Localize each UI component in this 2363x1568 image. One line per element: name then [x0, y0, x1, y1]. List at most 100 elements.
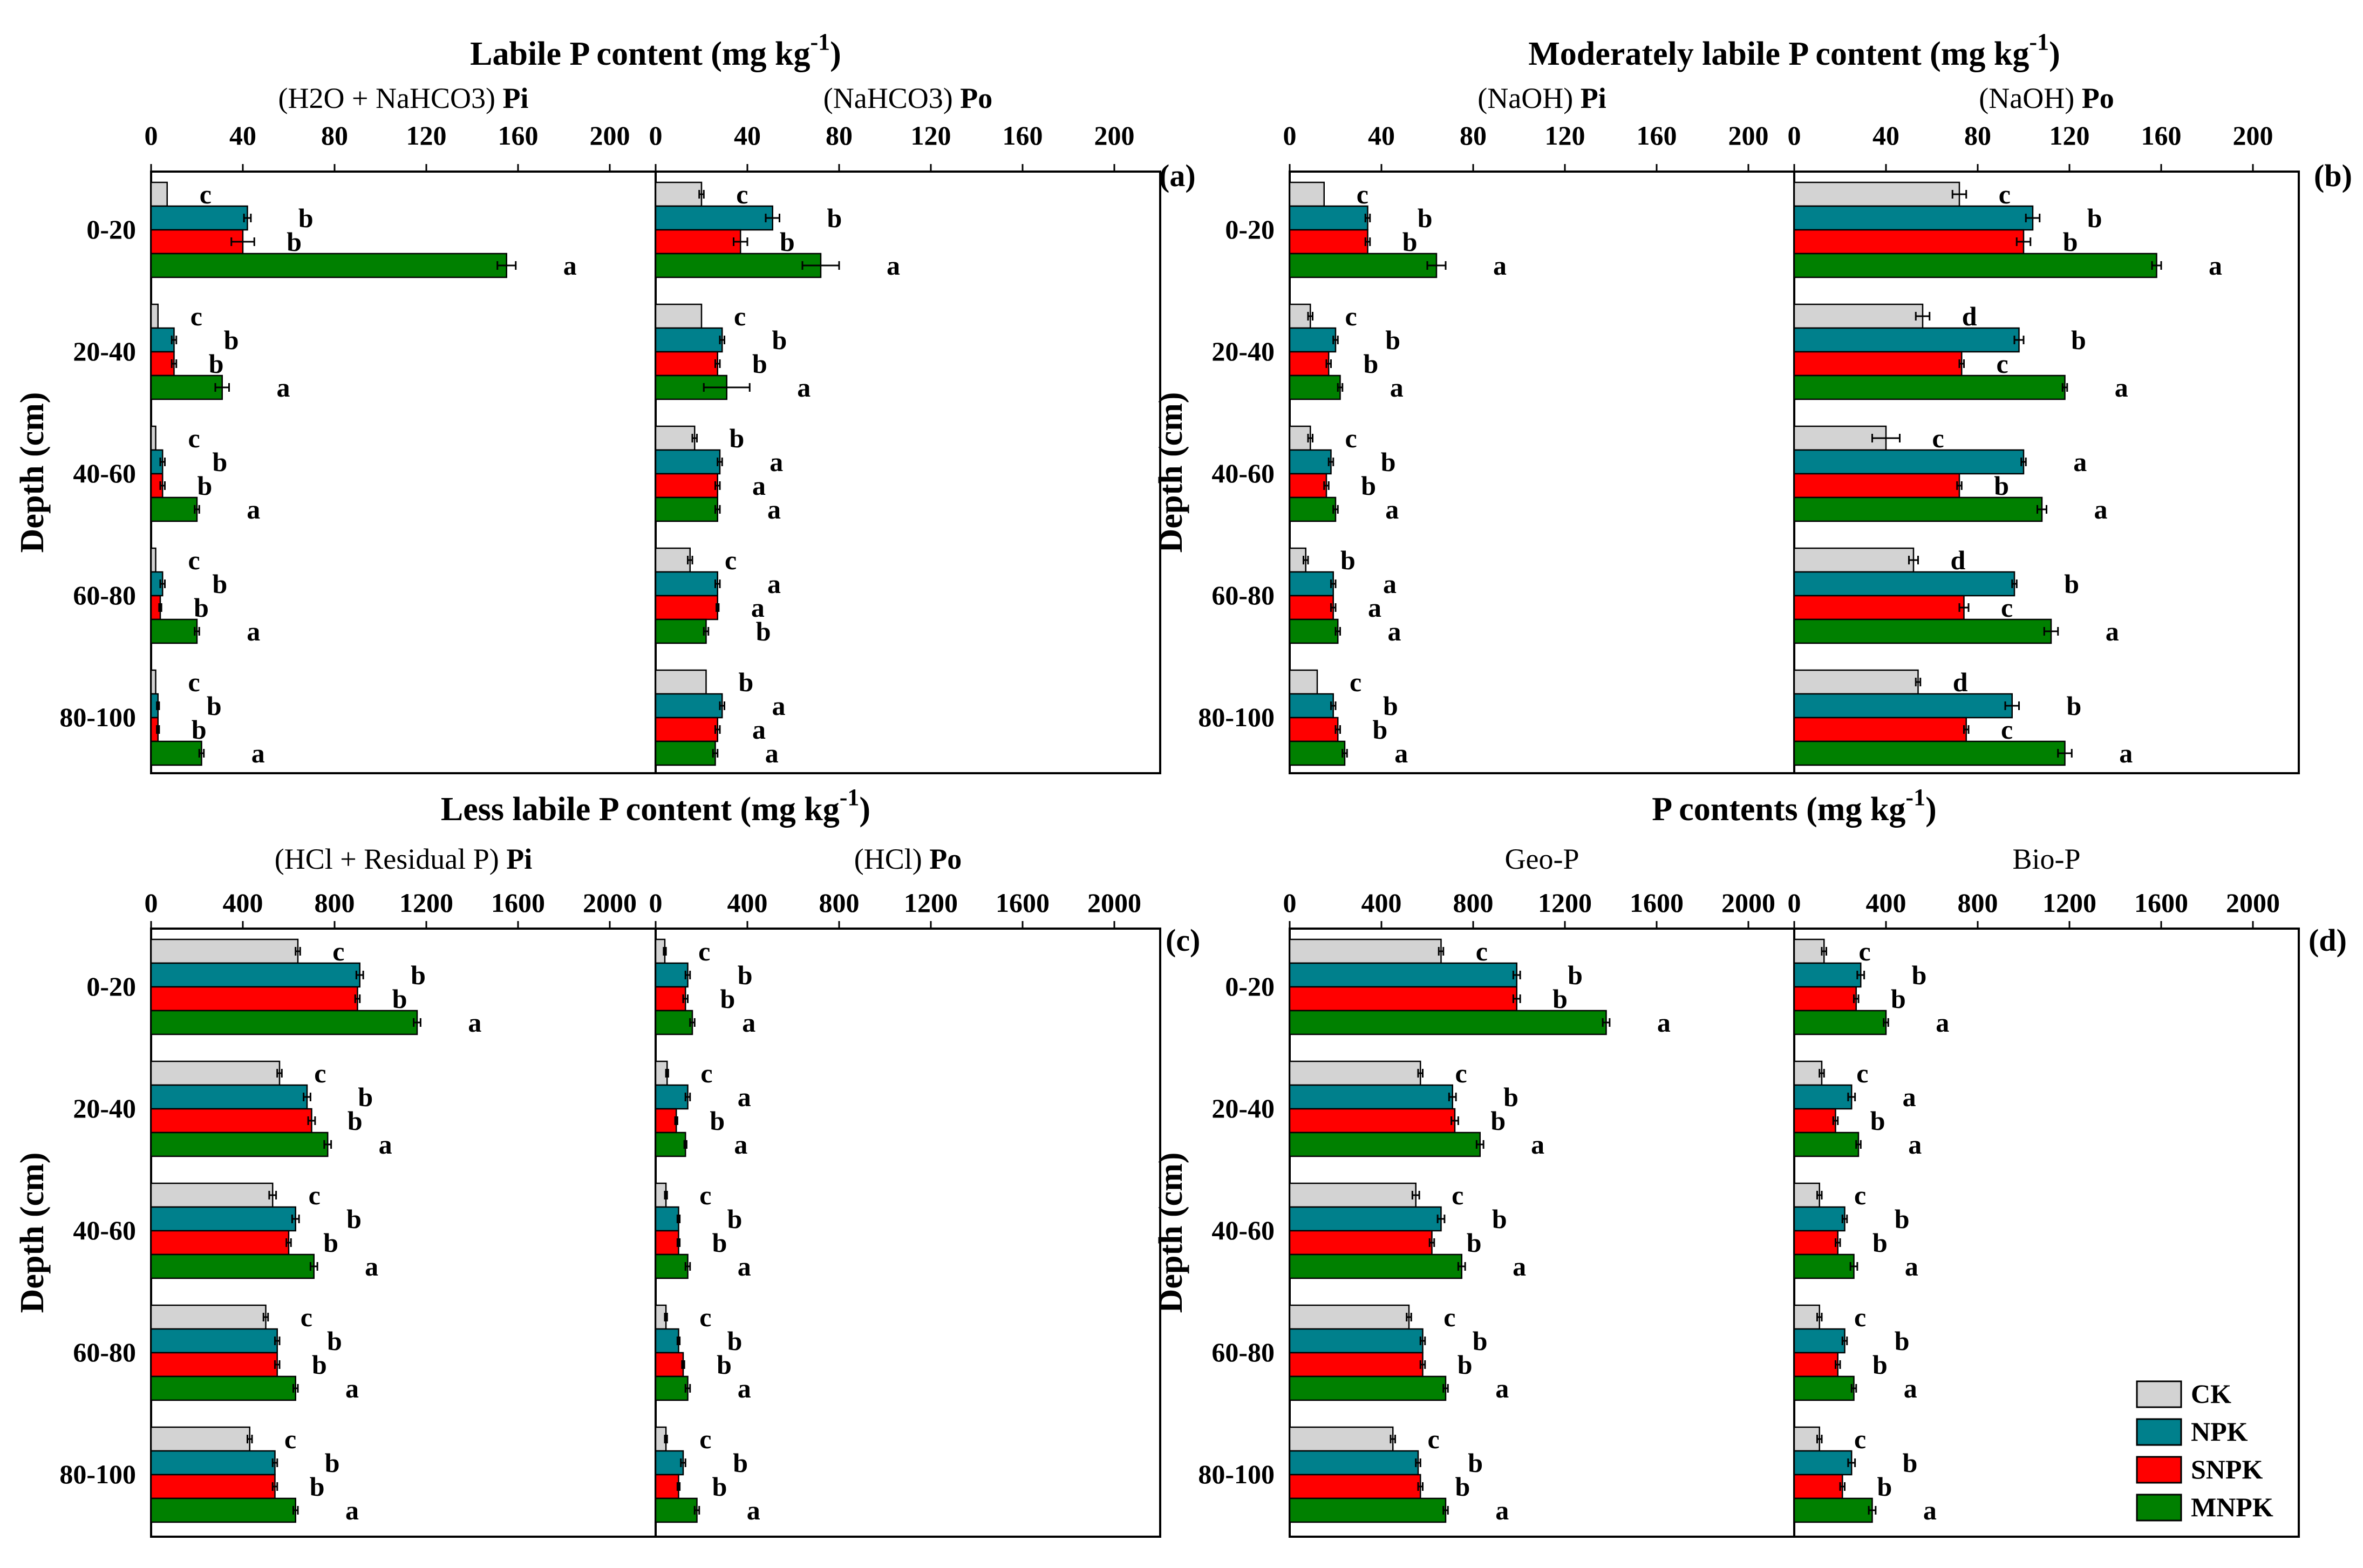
- significance-letter: b: [1568, 960, 1583, 990]
- bar-snpk: [655, 229, 741, 255]
- bar-snpk: [655, 717, 718, 742]
- significance-letter: a: [738, 1082, 751, 1112]
- bar-snpk: [1289, 1108, 1456, 1134]
- panel-label: (d): [2308, 923, 2347, 958]
- significance-letter: a: [2119, 738, 2133, 768]
- significance-letter: b: [1473, 1326, 1488, 1356]
- significance-letter: b: [392, 984, 407, 1014]
- depth-label: 60-80: [1211, 580, 1275, 610]
- significance-letter: b: [1895, 1326, 1910, 1356]
- bar-npk: [655, 205, 773, 231]
- x-tick-label: 120: [911, 120, 951, 151]
- significance-letter: a: [1388, 616, 1401, 646]
- significance-letter: b: [1468, 1448, 1483, 1478]
- bar-snpk: [1289, 351, 1330, 377]
- significance-letter: c: [1999, 179, 2011, 209]
- x-tick-label: 40: [1872, 120, 1899, 151]
- bar-npk: [1793, 962, 1862, 988]
- bar-ck: [1793, 1182, 1820, 1208]
- bar-ck: [1793, 938, 1825, 964]
- bar-snpk: [1793, 229, 2025, 255]
- depth-label: 40-60: [73, 458, 136, 488]
- legend-swatch-ck: [2136, 1380, 2182, 1408]
- bar-mnpk: [150, 740, 202, 766]
- significance-letter: a: [247, 616, 260, 646]
- bar-snpk: [655, 1108, 677, 1134]
- x-tick-label: 1600: [996, 888, 1050, 918]
- significance-letter: c: [1932, 423, 1944, 453]
- significance-letter: a: [1385, 494, 1399, 524]
- significance-letter: d: [1953, 667, 1968, 697]
- bar-snpk: [1793, 1108, 1836, 1134]
- x-tick-label: 2000: [2226, 888, 2280, 918]
- significance-letter: b: [752, 349, 767, 379]
- x-tick-label: 2000: [1087, 888, 1141, 918]
- x-tick-label: 0: [1283, 888, 1297, 918]
- bar-ck: [150, 938, 299, 964]
- significance-letter: c: [699, 1424, 711, 1454]
- bar-ck: [1289, 1426, 1394, 1452]
- bar-ck: [150, 669, 156, 695]
- bar-npk: [1289, 449, 1332, 475]
- significance-letter: c: [699, 1180, 711, 1210]
- significance-letter: d: [1951, 545, 1966, 575]
- bar-snpk: [1289, 717, 1339, 742]
- x-tick-label: 2000: [1721, 888, 1775, 918]
- significance-letter: b: [1490, 1106, 1506, 1136]
- significance-letter: a: [752, 714, 766, 745]
- significance-letter: b: [756, 616, 771, 646]
- significance-letter: c: [2001, 592, 2013, 623]
- bar-mnpk: [1289, 1010, 1607, 1035]
- bar-snpk: [655, 473, 718, 499]
- bar-snpk: [150, 229, 244, 255]
- panel-a: Labile P content (mg kg-1) (a) Depth (cm) 0…: [14, 29, 1196, 774]
- bar-ck: [150, 1426, 250, 1452]
- depth-label: 20-40: [1211, 1093, 1275, 1123]
- significance-letter: b: [1503, 1082, 1518, 1112]
- significance-letter: b: [712, 1228, 727, 1258]
- significance-letter: b: [827, 203, 842, 233]
- significance-letter: b: [712, 1471, 727, 1502]
- x-tick-label: 200: [2233, 120, 2273, 151]
- significance-letter: b: [1373, 714, 1388, 745]
- significance-letter: a: [752, 471, 766, 501]
- x-tick-label: 160: [1637, 120, 1677, 151]
- bar-mnpk: [150, 1131, 329, 1157]
- bar-snpk: [655, 1230, 679, 1256]
- significance-letter: c: [1452, 1180, 1463, 1210]
- significance-letter: b: [1381, 447, 1396, 477]
- bar-ck: [655, 425, 696, 451]
- bar-mnpk: [655, 618, 707, 644]
- bar-npk: [1793, 449, 2025, 475]
- significance-letter: a: [1390, 372, 1404, 403]
- bar-ck: [1289, 1060, 1421, 1086]
- bar-mnpk: [1289, 496, 1337, 522]
- significance-letter: b: [346, 1204, 362, 1234]
- significance-letter: b: [224, 325, 239, 355]
- x-tick-label: 2000: [583, 888, 637, 918]
- depth-label: 80-100: [59, 702, 136, 732]
- x-tick-label: 80: [321, 120, 348, 151]
- bar-mnpk: [150, 374, 223, 400]
- x-tick-label: 1200: [904, 888, 958, 918]
- depth-label: 60-80: [73, 1337, 136, 1367]
- significance-letter: c: [1476, 936, 1488, 966]
- significance-letter: c: [1854, 1302, 1866, 1332]
- significance-letter: a: [767, 569, 781, 599]
- x-tick-label: 0: [1788, 120, 1801, 151]
- bar-mnpk: [655, 1253, 689, 1279]
- subplot: (NaOH) Po0 40 80 120 160 200cdcddbbabbbcbccaa…: [1788, 82, 2300, 774]
- bar-npk: [1289, 327, 1337, 353]
- depth-label: 20-40: [73, 1093, 136, 1123]
- significance-letter: c: [725, 545, 737, 575]
- significance-letter: a: [1495, 1495, 1509, 1525]
- x-tick-label: 160: [498, 120, 539, 151]
- bar-npk: [655, 571, 718, 597]
- depth-label: 80-100: [1198, 702, 1275, 732]
- significance-letter: c: [309, 1180, 321, 1210]
- bar-npk: [655, 449, 721, 475]
- bar-npk: [1793, 205, 2034, 231]
- significance-letter: c: [1443, 1302, 1455, 1332]
- significance-letter: a: [1531, 1129, 1544, 1160]
- bar-snpk: [150, 1474, 276, 1499]
